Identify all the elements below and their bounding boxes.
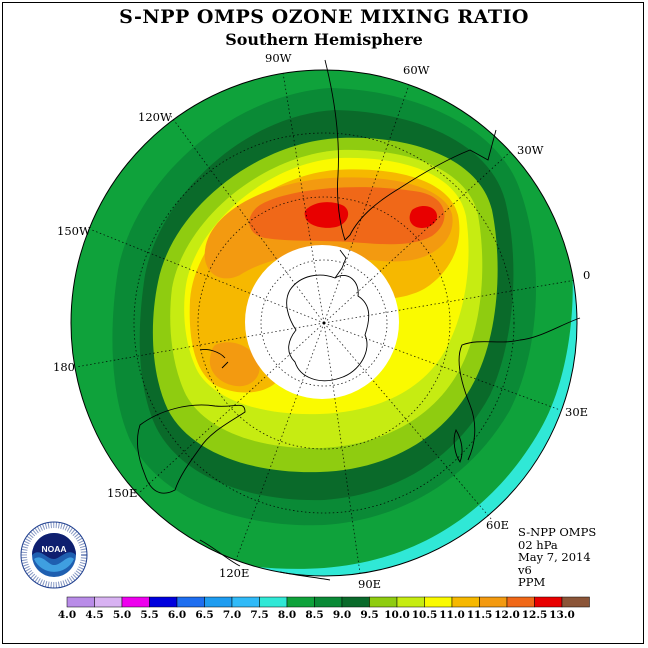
colorbar-tick-label: 9.0 [333,609,351,621]
australia-coastline [137,404,246,494]
antarctica-coastline [286,249,370,382]
colorbar-swatch [176,596,205,608]
info-block: S-NPP OMPS 02 hPa May 7, 2014 v6 PPM [518,526,596,589]
colorbar-tick-label: 5.5 [140,609,158,621]
subtitle: Southern Hemisphere [225,30,423,49]
lon-label-150e: 150E [107,486,138,500]
colorbar-tick-label: 10.0 [384,609,410,621]
noaa-logo: NOAA [20,521,88,589]
lon-label-180: 180 [53,360,75,374]
colorbar-tick-label: 4.0 [58,609,76,621]
lon-label-120e: 120E [219,566,250,580]
colorbar-tick-label: 13.0 [549,609,575,621]
new-zealand-coastline [199,349,229,369]
map-outline [70,69,578,577]
polar-night-region [245,245,399,399]
colorbar-swatch [451,596,480,608]
colorbar-swatch [314,596,343,608]
colorbar-swatch [424,596,453,608]
colorbar-tick-label: 9.5 [360,609,378,621]
contour-11-5-sw [209,342,260,387]
colorbar-tick-label: 7.0 [223,609,241,621]
info-units: PPM [518,575,546,590]
info-product: S-NPP OMPS [518,525,597,539]
africa-coastline [458,317,581,461]
colorbar-tick-label: 6.5 [195,609,213,621]
colorbar-swatch [94,596,123,608]
lon-label-90e: 90E [358,577,382,591]
colorbar-swatch [204,596,233,608]
lon-label-150w: 150W [57,224,91,238]
colorbar-swatch [286,596,315,608]
colorbar-tick-label: 12.5 [522,609,548,621]
info-level: 02 hPa [518,537,558,552]
colorbar-tick-label: 10.5 [412,609,438,621]
colorbar-tick-label: 8.0 [278,609,296,621]
ozone-contour-fill [71,70,577,576]
colorbar-tick-label: 6.0 [168,609,186,621]
colorbar-tick-label: 11.0 [439,609,465,621]
colorbar-tick-label: 11.5 [467,609,493,621]
lon-label-30e: 30E [565,405,589,419]
colorbar-swatch [149,596,178,608]
page-title: S-NPP OMPS OZONE MIXING RATIO [119,6,529,28]
lon-label-0: 0 [583,268,591,282]
colorbar-swatch [396,596,425,608]
south-america-coastline [324,59,497,241]
colorbar-boxes [66,596,590,608]
colorbar-swatch [231,596,260,608]
colorbar-tick-label: 5.0 [113,609,131,621]
colorbar-swatch [561,596,590,608]
lon-label-60w: 60W [403,63,430,77]
colorbar-tick-label: 7.5 [250,609,268,621]
graticule [75,72,577,574]
contour-12-5-west [304,202,349,228]
colorbar-tick-label: 8.5 [305,609,323,621]
lon-label-30w: 30W [517,143,544,157]
madagascar-coastline [453,428,463,463]
colorbar-swatch [121,596,150,608]
colorbar-swatch [369,596,398,608]
lon-label-60e: 60E [486,518,510,532]
colorbar-swatch [66,596,95,608]
colorbar-swatch [341,596,370,608]
info-version: v6 [518,562,532,577]
colorbar-tick-labels: 4.0 4.5 5.0 5.5 6.0 6.5 7.0 7.5 8.0 8.5 9.0 9.5 10.0… [58,609,575,621]
lon-label-120w: 120W [138,110,172,124]
colorbar-swatch [259,596,288,608]
colorbar-tick-label: 4.5 [85,609,103,621]
colorbar-swatch [534,596,563,608]
contour-12-5-east [409,206,438,228]
colorbar-tick-label: 12.0 [494,609,520,621]
info-date: May 7, 2014 [518,550,591,565]
colorbar-swatch [479,596,508,608]
pole-marker [322,321,326,325]
noaa-logo-text: NOAA [41,544,66,554]
colorbar-swatch [506,596,535,608]
lon-label-90w: 90W [265,51,292,65]
